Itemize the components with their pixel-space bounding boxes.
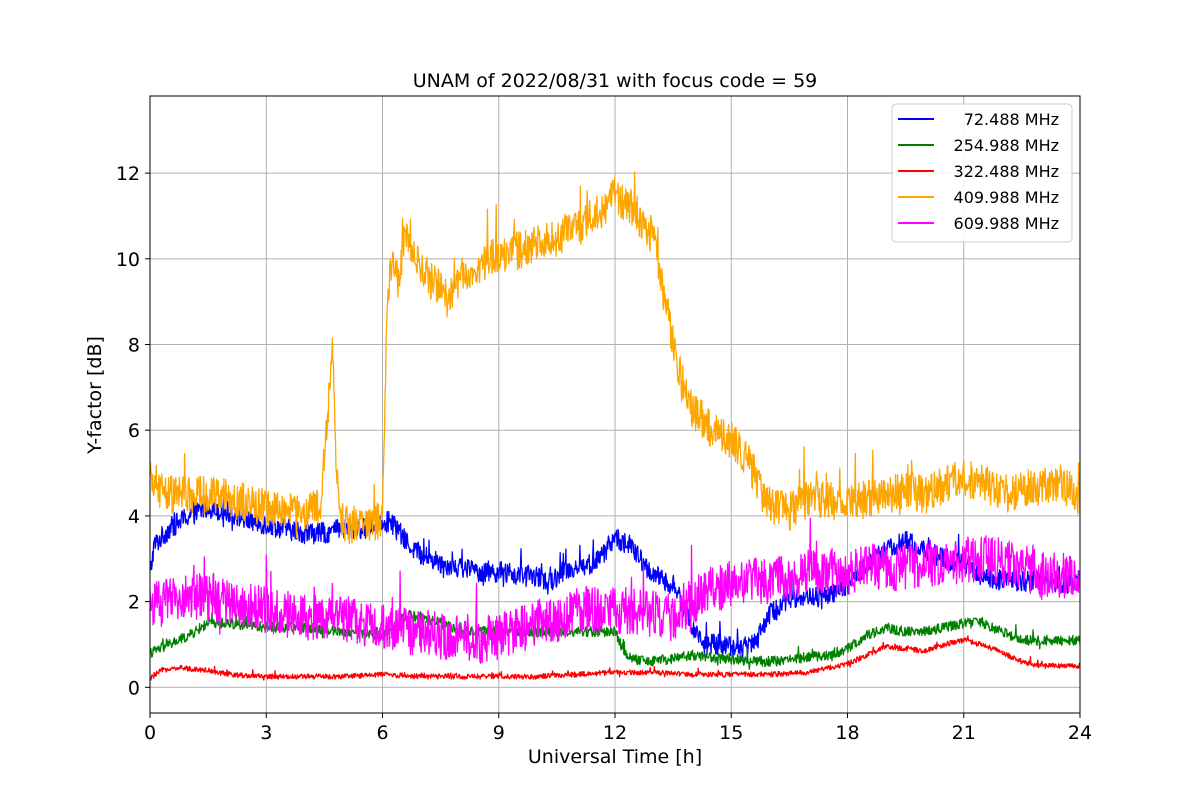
y-axis-label: Y-factor [dB] [84, 336, 106, 455]
series-line-5 [150, 517, 1080, 664]
y-tick-label: 6 [128, 420, 140, 442]
legend-label-5: 609.988 MHz [954, 214, 1059, 233]
x-tick-label: 24 [1068, 722, 1092, 744]
x-tick-label: 12 [603, 722, 627, 744]
y-tick-label: 10 [116, 249, 140, 271]
legend-label-4: 409.988 MHz [954, 188, 1059, 207]
y-tick-label: 4 [128, 506, 140, 528]
y-tick-label: 0 [128, 677, 140, 699]
chart-title: UNAM of 2022/08/31 with focus code = 59 [413, 70, 818, 92]
x-tick-label: 0 [144, 722, 156, 744]
legend-label-3: 322.488 MHz [954, 162, 1059, 181]
x-tick-label: 15 [719, 722, 743, 744]
series-line-4 [150, 171, 1080, 545]
y-tick-label: 8 [128, 335, 140, 357]
series-line-2 [150, 609, 1080, 670]
series-lines [150, 171, 1080, 681]
x-tick-label: 6 [376, 722, 388, 744]
x-tick-label: 3 [260, 722, 272, 744]
legend-label-1: 72.488 MHz [964, 110, 1059, 129]
x-tick-label: 9 [493, 722, 505, 744]
series-line-3 [150, 635, 1080, 681]
legend-label-2: 254.988 MHz [954, 136, 1059, 155]
y-tick-label: 12 [116, 163, 140, 185]
x-tick-label: 21 [952, 722, 976, 744]
series-line-1 [150, 497, 1080, 659]
x-axis-label: Universal Time [h] [528, 746, 702, 768]
y-tick-label: 2 [128, 592, 140, 614]
legend: 72.488 MHz 254.988 MHz 322.488 MHz 409.988 … [891, 103, 1073, 243]
legend-box [891, 103, 1073, 243]
x-tick-label: 18 [835, 722, 859, 744]
